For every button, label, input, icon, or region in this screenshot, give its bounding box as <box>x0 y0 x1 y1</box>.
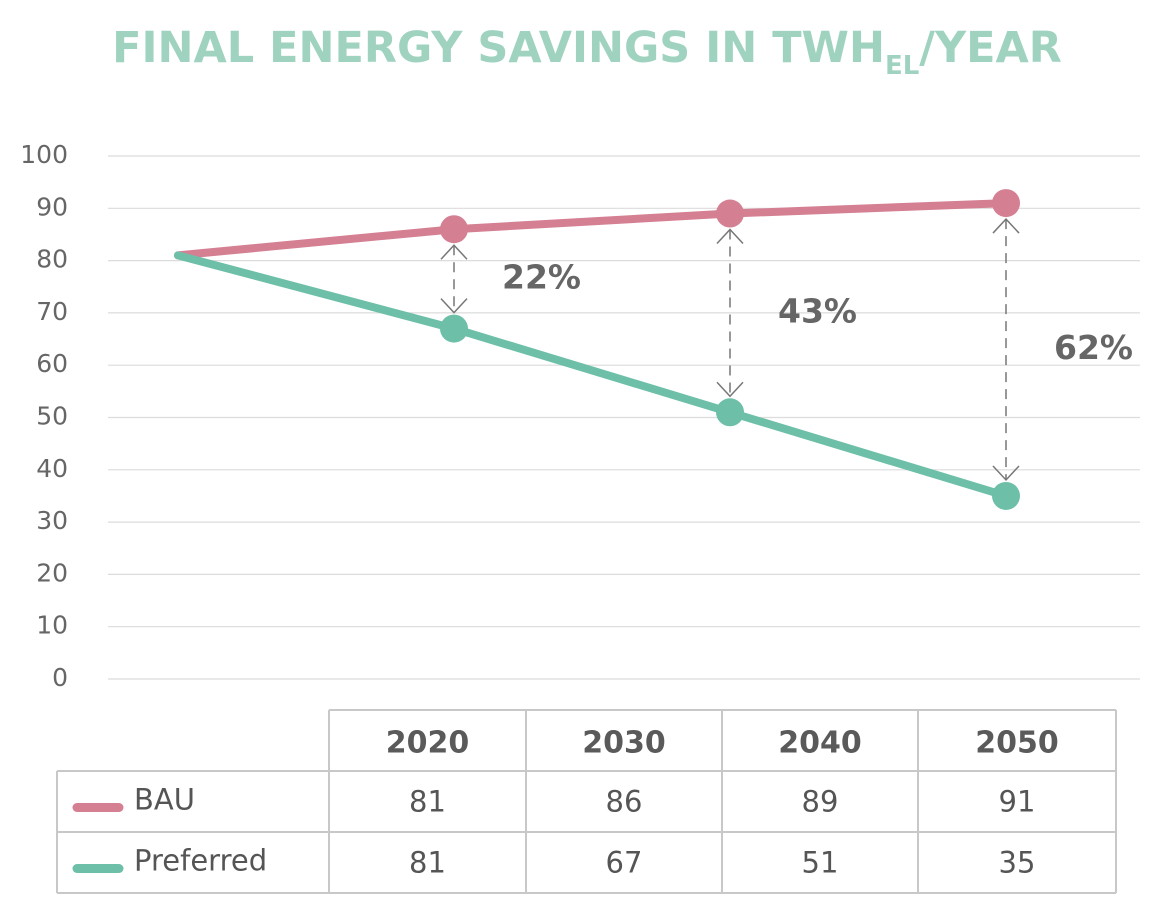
title-main: FINAL ENERGY SAVINGS IN TWH <box>112 23 885 73</box>
table-cell: 67 <box>606 846 643 880</box>
table-cell: 81 <box>409 846 446 880</box>
plot: 22% 43% 62% <box>174 189 1133 510</box>
legend-label: BAU <box>134 783 195 817</box>
column-header: 2020 <box>386 726 470 761</box>
column-header: 2030 <box>582 726 666 761</box>
y-tick-label: 60 <box>36 349 68 378</box>
legend-label: Preferred <box>134 844 267 878</box>
annotation: 43% <box>778 291 857 330</box>
table-cell: 51 <box>802 846 839 880</box>
title-suffix: /YEAR <box>919 23 1062 73</box>
y-tick-label: 50 <box>36 402 68 431</box>
marker <box>992 481 1020 510</box>
y-tick-label: 10 <box>36 611 68 640</box>
marker <box>992 189 1020 218</box>
y-tick-label: 80 <box>36 245 68 274</box>
table-cell: 35 <box>999 846 1036 880</box>
grid: 0 10 20 30 40 50 60 70 80 90 100 <box>20 140 1140 692</box>
y-tick-label: 40 <box>36 454 68 483</box>
y-tick-label: 30 <box>36 506 68 535</box>
y-tick-label: 20 <box>36 558 68 587</box>
arrow-head <box>992 217 1020 482</box>
column-header: 2040 <box>778 726 862 761</box>
chart-title: FINAL ENERGY SAVINGS IN TWHEL/YEAR <box>112 23 1062 81</box>
arrow-head <box>440 244 468 314</box>
series-line <box>174 251 1010 500</box>
arrow-head <box>716 228 744 398</box>
y-tick-label: 0 <box>52 663 68 692</box>
marker <box>716 199 744 228</box>
marker <box>440 314 468 343</box>
table-cell: 81 <box>409 785 446 819</box>
marker <box>716 398 744 427</box>
table-cell: 91 <box>999 785 1036 819</box>
title-subscript: EL <box>885 51 919 81</box>
y-tick-label: 100 <box>20 140 68 169</box>
y-tick-label: 70 <box>36 297 68 326</box>
series-line <box>174 199 1010 260</box>
column-header: 2050 <box>975 726 1059 761</box>
table-cell: 89 <box>802 785 839 819</box>
table-cell: 86 <box>606 785 643 819</box>
y-tick-label: 90 <box>36 192 68 221</box>
annotation: 22% <box>502 257 581 296</box>
annotation: 62% <box>1054 328 1133 367</box>
marker <box>440 215 468 244</box>
data-table: 2020 2030 2040 2050 BAU 81 86 89 91 Preferred 81 67… <box>56 709 1117 894</box>
